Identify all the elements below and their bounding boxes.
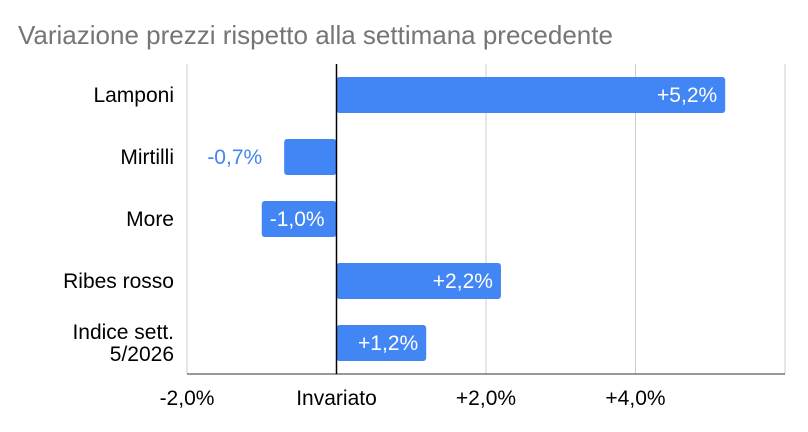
bar (336, 77, 726, 113)
x-tick-label: Invariato (296, 387, 377, 410)
data-label: -0,7% (207, 146, 262, 169)
axis (187, 64, 785, 375)
labels: -2,0% Invariato +2,0% +4,0% Lamponi +5,2% Mirt… (63, 84, 717, 410)
gridlines (186, 64, 786, 374)
data-label: -1,0% (270, 208, 325, 231)
bar (261, 201, 337, 237)
chart-title: Variazione prezzi rispetto alla settiman… (18, 20, 613, 50)
bar (336, 263, 501, 299)
x-tick-label: +4,0% (605, 387, 665, 410)
category-label: Mirtilli (120, 146, 174, 169)
x-tick-label: -2,0% (160, 387, 215, 410)
category-label: More (126, 208, 174, 231)
category-label: Lamponi (93, 84, 174, 107)
data-label: +2,2% (433, 270, 493, 293)
x-tick-label: +2,0% (456, 387, 516, 410)
data-label: +1,2% (358, 332, 418, 355)
category-label: 5/2026 (110, 343, 174, 366)
category-label: Indice sett. (72, 321, 174, 344)
category-label: Ribes rosso (63, 270, 174, 293)
bars (261, 77, 726, 361)
data-label: +5,2% (657, 84, 717, 107)
bar (336, 325, 427, 361)
bar (284, 139, 337, 175)
